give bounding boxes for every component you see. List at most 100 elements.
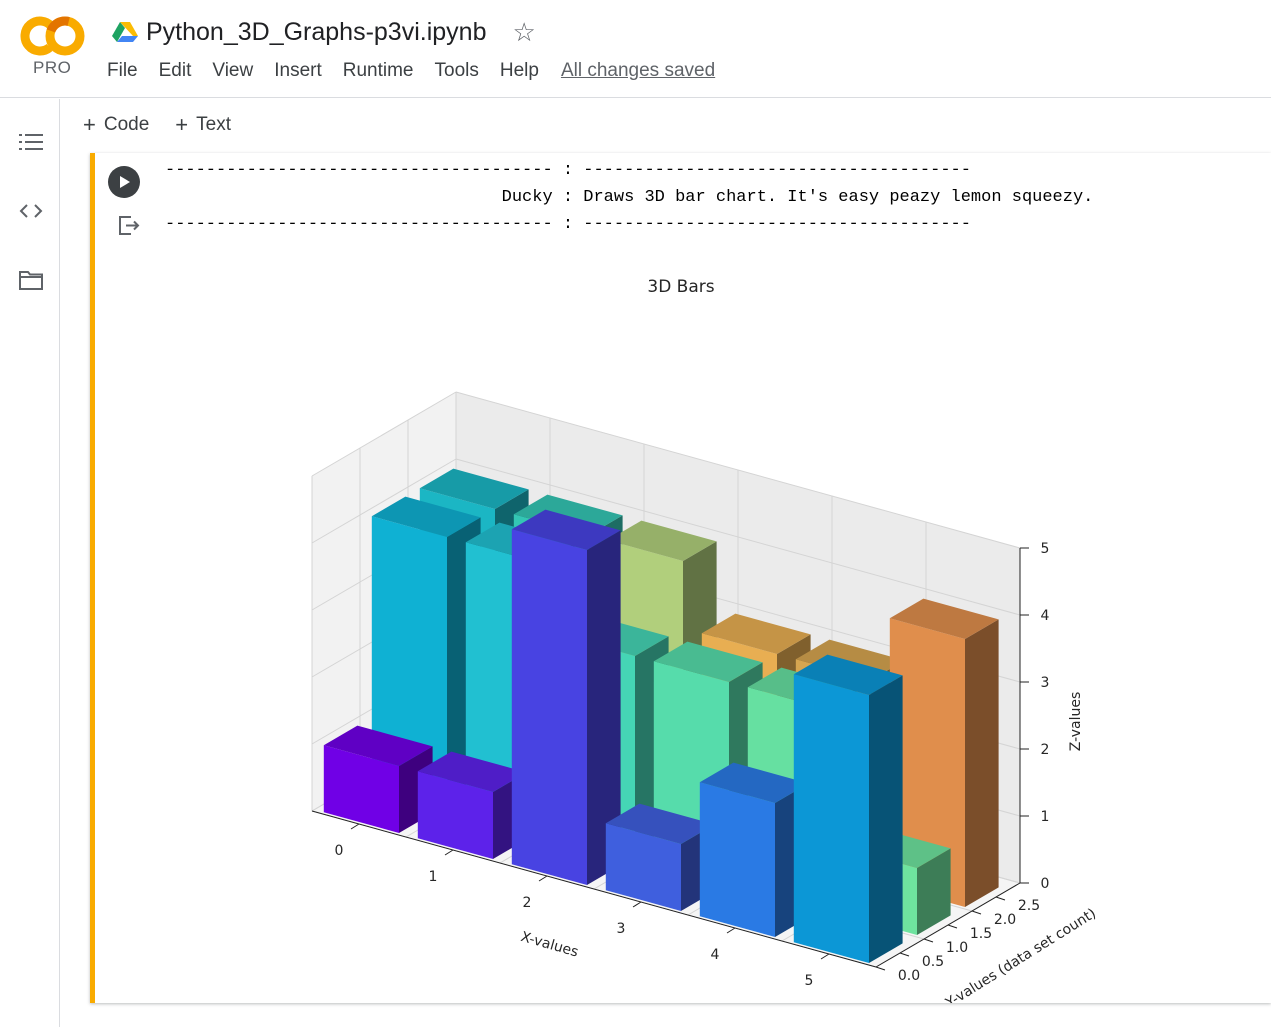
- colab-logo-icon: [20, 16, 85, 56]
- x-axis-label: X-values: [519, 929, 580, 961]
- bar: [889, 598, 999, 907]
- bar-top-face: [419, 468, 529, 509]
- add-text-label: Text: [196, 114, 231, 135]
- grid-line: [311, 391, 457, 477]
- bar-top-face: [889, 598, 999, 639]
- code-cell[interactable]: -------------------------------------- :…: [90, 153, 1271, 1003]
- menu-tools[interactable]: Tools: [434, 60, 479, 81]
- z-tick-label: 3: [1041, 675, 1050, 691]
- title-row: Python_3D_Graphs-p3vi.ipynb ☆: [112, 14, 536, 50]
- y-tick-label: 1.0: [946, 940, 968, 956]
- x-tick-label: 5: [805, 973, 814, 989]
- x-tick-label: 0: [335, 843, 344, 859]
- grid-line: [455, 391, 1021, 549]
- axis-line: [444, 849, 454, 856]
- axis-line: [899, 952, 910, 957]
- bar-front-face: [371, 516, 447, 805]
- axis-line: [538, 875, 548, 882]
- left-rail: [0, 99, 60, 1027]
- menu-help[interactable]: Help: [499, 60, 539, 81]
- save-status[interactable]: All changes saved: [560, 60, 716, 81]
- axis-line: [820, 953, 830, 960]
- z-axis-label: Z-values: [1068, 692, 1084, 752]
- code-snippets-icon[interactable]: [18, 198, 44, 224]
- star-icon[interactable]: ☆: [512, 17, 536, 47]
- axis-line: [350, 823, 360, 830]
- bar: [793, 654, 903, 963]
- plus-icon: +: [83, 112, 96, 137]
- menu-runtime[interactable]: Runtime: [342, 60, 414, 81]
- x-tick-label: 3: [617, 921, 626, 937]
- grid-line: [311, 458, 457, 544]
- grid-line: [455, 458, 1021, 616]
- axis-line: [726, 927, 736, 934]
- axis-line: [971, 910, 982, 915]
- bar: [511, 509, 621, 885]
- axis-line: [311, 810, 877, 968]
- add-code-button[interactable]: + Code: [83, 114, 149, 136]
- bar-top-face: [323, 725, 433, 766]
- bar-top-face: [607, 520, 717, 561]
- z-tick-label: 5: [1041, 541, 1050, 557]
- axis-line: [995, 896, 1006, 901]
- bar-top-face: [371, 496, 481, 537]
- add-text-button[interactable]: + Text: [175, 114, 231, 136]
- bar-top-face: [699, 762, 809, 803]
- menu-edit[interactable]: Edit: [158, 60, 192, 81]
- x-tick-label: 1: [429, 869, 438, 885]
- bar-top-face: [605, 803, 715, 844]
- app-header: PRO Python_3D_Graphs-p3vi.ipynb ☆ File E…: [0, 0, 1271, 98]
- bar-front-face: [699, 782, 775, 937]
- y-tick-label: 2.5: [1018, 898, 1040, 914]
- play-icon: [120, 176, 130, 188]
- bar-front-face: [793, 674, 869, 963]
- bar-side-face: [869, 675, 903, 963]
- menu-view[interactable]: View: [212, 60, 254, 81]
- menu-insert[interactable]: Insert: [274, 60, 322, 81]
- z-tick-label: 1: [1041, 809, 1050, 825]
- output-line: -------------------------------------- :…: [165, 215, 971, 234]
- add-code-label: Code: [103, 114, 150, 135]
- table-of-contents-icon[interactable]: [18, 129, 44, 155]
- notebook-toolbar: + Code + Text: [61, 99, 1271, 151]
- x-tick-label: 2: [523, 895, 532, 911]
- bar-top-face: [653, 641, 763, 682]
- y-tick-label: 0.5: [922, 954, 944, 970]
- output-line: Ducky : Draws 3D bar chart. It's easy pe…: [165, 188, 1094, 207]
- run-cell-button[interactable]: [108, 166, 140, 198]
- y-tick-label: 1.5: [970, 926, 992, 942]
- plus-icon: +: [175, 112, 189, 137]
- google-drive-icon: [112, 22, 138, 42]
- menu-bar: File Edit View Insert Runtime Tools Help…: [107, 60, 715, 82]
- colab-logo[interactable]: PRO: [20, 14, 86, 80]
- y-tick-label: 2.0: [994, 912, 1016, 928]
- chart-bars: [323, 468, 999, 963]
- axis-line: [923, 938, 934, 943]
- output-line: -------------------------------------- :…: [165, 161, 971, 180]
- menu-file[interactable]: File: [107, 60, 138, 81]
- z-tick-label: 4: [1041, 608, 1050, 624]
- bar: [323, 725, 433, 833]
- z-tick-label: 2: [1041, 742, 1050, 758]
- y-tick-label: 0.0: [898, 968, 920, 984]
- bar: [699, 762, 809, 937]
- logo-pro-label: PRO: [33, 58, 72, 77]
- notebook-title[interactable]: Python_3D_Graphs-p3vi.ipynb: [146, 17, 487, 46]
- bar-top-face: [701, 613, 811, 654]
- bar-front-face: [889, 618, 965, 907]
- z-tick-label: 0: [1041, 876, 1050, 892]
- bar-top-face: [793, 654, 903, 695]
- x-tick-label: 4: [711, 947, 720, 963]
- chart-title: 3D Bars: [647, 277, 714, 297]
- bar-side-face: [917, 848, 951, 935]
- axis-line: [875, 966, 886, 971]
- bar-side-face: [587, 530, 621, 885]
- axis-line: [947, 924, 958, 929]
- files-folder-icon[interactable]: [18, 267, 44, 293]
- bar-front-face: [511, 529, 587, 885]
- output-actions-icon[interactable]: [117, 213, 141, 237]
- bar-top-face: [417, 751, 527, 792]
- bar-top-face: [511, 509, 621, 550]
- bar-side-face: [965, 619, 999, 907]
